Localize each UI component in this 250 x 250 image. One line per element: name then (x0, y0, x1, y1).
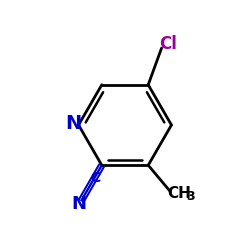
Text: N: N (65, 114, 81, 133)
Text: C: C (90, 171, 100, 185)
Text: CH: CH (168, 186, 192, 201)
Text: 3: 3 (187, 190, 195, 203)
Text: N: N (71, 195, 86, 213)
Text: Cl: Cl (160, 35, 178, 53)
